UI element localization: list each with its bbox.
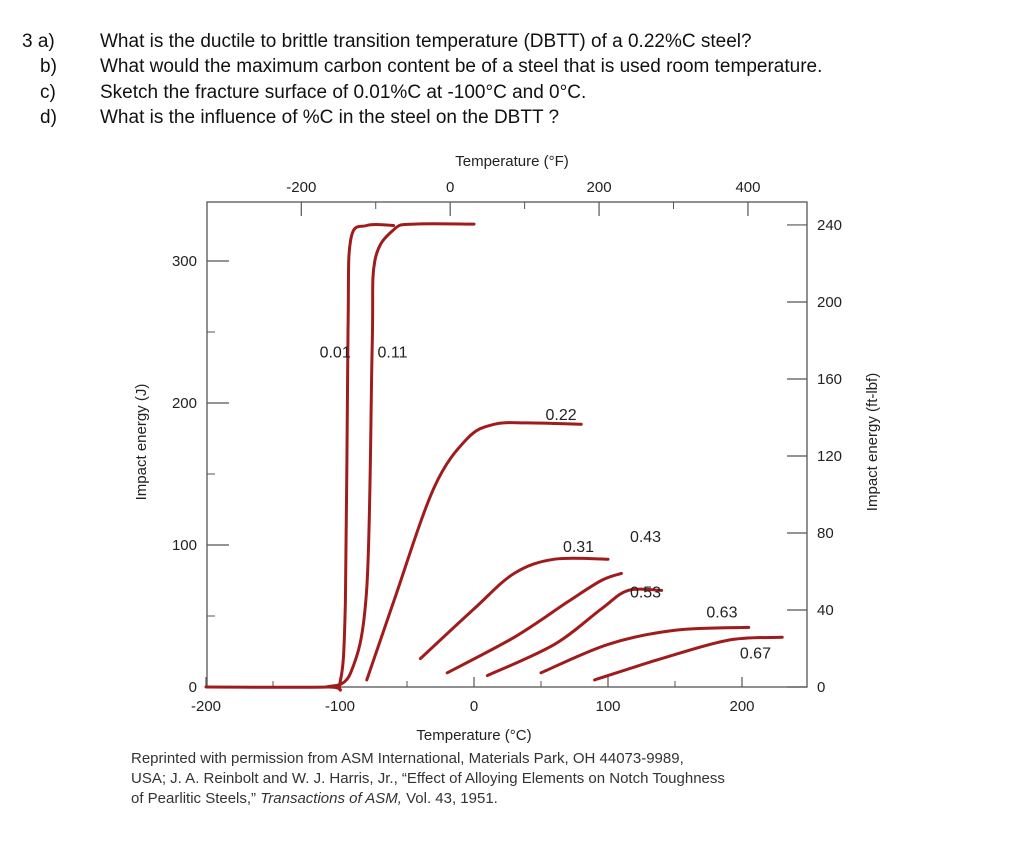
- x-tick-label: -100: [325, 698, 355, 715]
- x-tick-label: 100: [595, 698, 620, 715]
- plot-frame: [206, 201, 808, 688]
- series-curves: [204, 222, 784, 692]
- series-label-0.31: 0.31: [563, 539, 594, 556]
- right-y-tick-label: 240: [817, 217, 842, 234]
- figure-credit: Reprinted with permission from ASM Inter…: [131, 749, 931, 809]
- series-label-0.01: 0.01: [320, 345, 351, 362]
- question-label-b: b): [40, 56, 57, 77]
- credit-journal: Transactions of ASM,: [260, 790, 402, 807]
- x-tick-label: 0: [470, 698, 478, 715]
- curve-0.11: [325, 222, 476, 689]
- right-axis-title: Impact energy (ft-lbf): [864, 373, 881, 511]
- y-tick-label: 300: [172, 253, 197, 270]
- curve-0.67: [593, 635, 784, 682]
- plot-border: [206, 201, 808, 688]
- credit-line-3-end: Vol. 43, 1951.: [401, 790, 498, 807]
- series-label-0.22: 0.22: [546, 407, 577, 424]
- y-tick-label: 200: [172, 395, 197, 412]
- x-tick-label: 200: [729, 698, 754, 715]
- curve-0.63: [539, 625, 751, 675]
- top-axis-title: Temperature (°F): [455, 153, 569, 170]
- x-tick-label: -200: [191, 698, 221, 715]
- question-label-c: c): [40, 82, 56, 103]
- credit-line-2: USA; J. A. Reinbolt and W. J. Harris, Jr…: [131, 770, 725, 787]
- right-y-tick-label: 0: [817, 679, 825, 696]
- curve-0.43: [445, 571, 623, 675]
- series-label-0.43: 0.43: [630, 529, 661, 546]
- right-y-tick-label: 80: [817, 525, 834, 542]
- series-label-0.67: 0.67: [740, 646, 771, 663]
- y-tick-label: 100: [172, 537, 197, 554]
- credit-line-3-start: of Pearlitic Steels,”: [131, 790, 261, 807]
- question-text-c: Sketch the fracture surface of 0.01%C at…: [100, 82, 587, 103]
- question-text-d: What is the influence of %C in the steel…: [100, 107, 560, 128]
- right-y-tick-label: 120: [817, 448, 842, 465]
- curve-0.31: [418, 556, 610, 661]
- top-x-tick-label: 200: [587, 179, 612, 196]
- series-label-0.11: 0.11: [378, 345, 408, 362]
- credit-line-1: Reprinted with permission from ASM Inter…: [131, 750, 684, 767]
- right-y-tick-label: 160: [817, 371, 842, 388]
- right-y-tick-label: 200: [817, 294, 842, 311]
- question-label-a: 3 a): [22, 31, 55, 52]
- series-label-0.53: 0.53: [630, 585, 661, 602]
- top-x-tick-label: 400: [735, 179, 760, 196]
- question-text-b: What would the maximum carbon content be…: [100, 56, 823, 77]
- question-text-a: What is the ductile to brittle transitio…: [100, 31, 752, 52]
- question-label-d: d): [40, 107, 57, 128]
- credit-line-3: of Pearlitic Steels,” Transactions of AS…: [131, 789, 931, 809]
- y-tick-label: 0: [189, 679, 197, 696]
- curve-0.01: [204, 222, 396, 692]
- y-axis-title: Impact energy (J): [133, 384, 150, 501]
- curve-0.53: [485, 587, 664, 678]
- right-y-tick-label: 40: [817, 602, 834, 619]
- series-label-0.63: 0.63: [706, 604, 737, 621]
- series-labels: 0.01 0.11 0.22 0.31 0.43 0.53 0.63 0.67: [320, 345, 771, 663]
- top-x-tick-label: 0: [446, 179, 454, 196]
- axis-ticks: -200 -100 0 100 200 0 100 200 300 -200 0 200 400 0 40 8…: [172, 179, 842, 715]
- curve-0.22: [365, 421, 583, 682]
- top-x-tick-label: -200: [286, 179, 316, 196]
- x-axis-title: Temperature (°C): [416, 727, 531, 744]
